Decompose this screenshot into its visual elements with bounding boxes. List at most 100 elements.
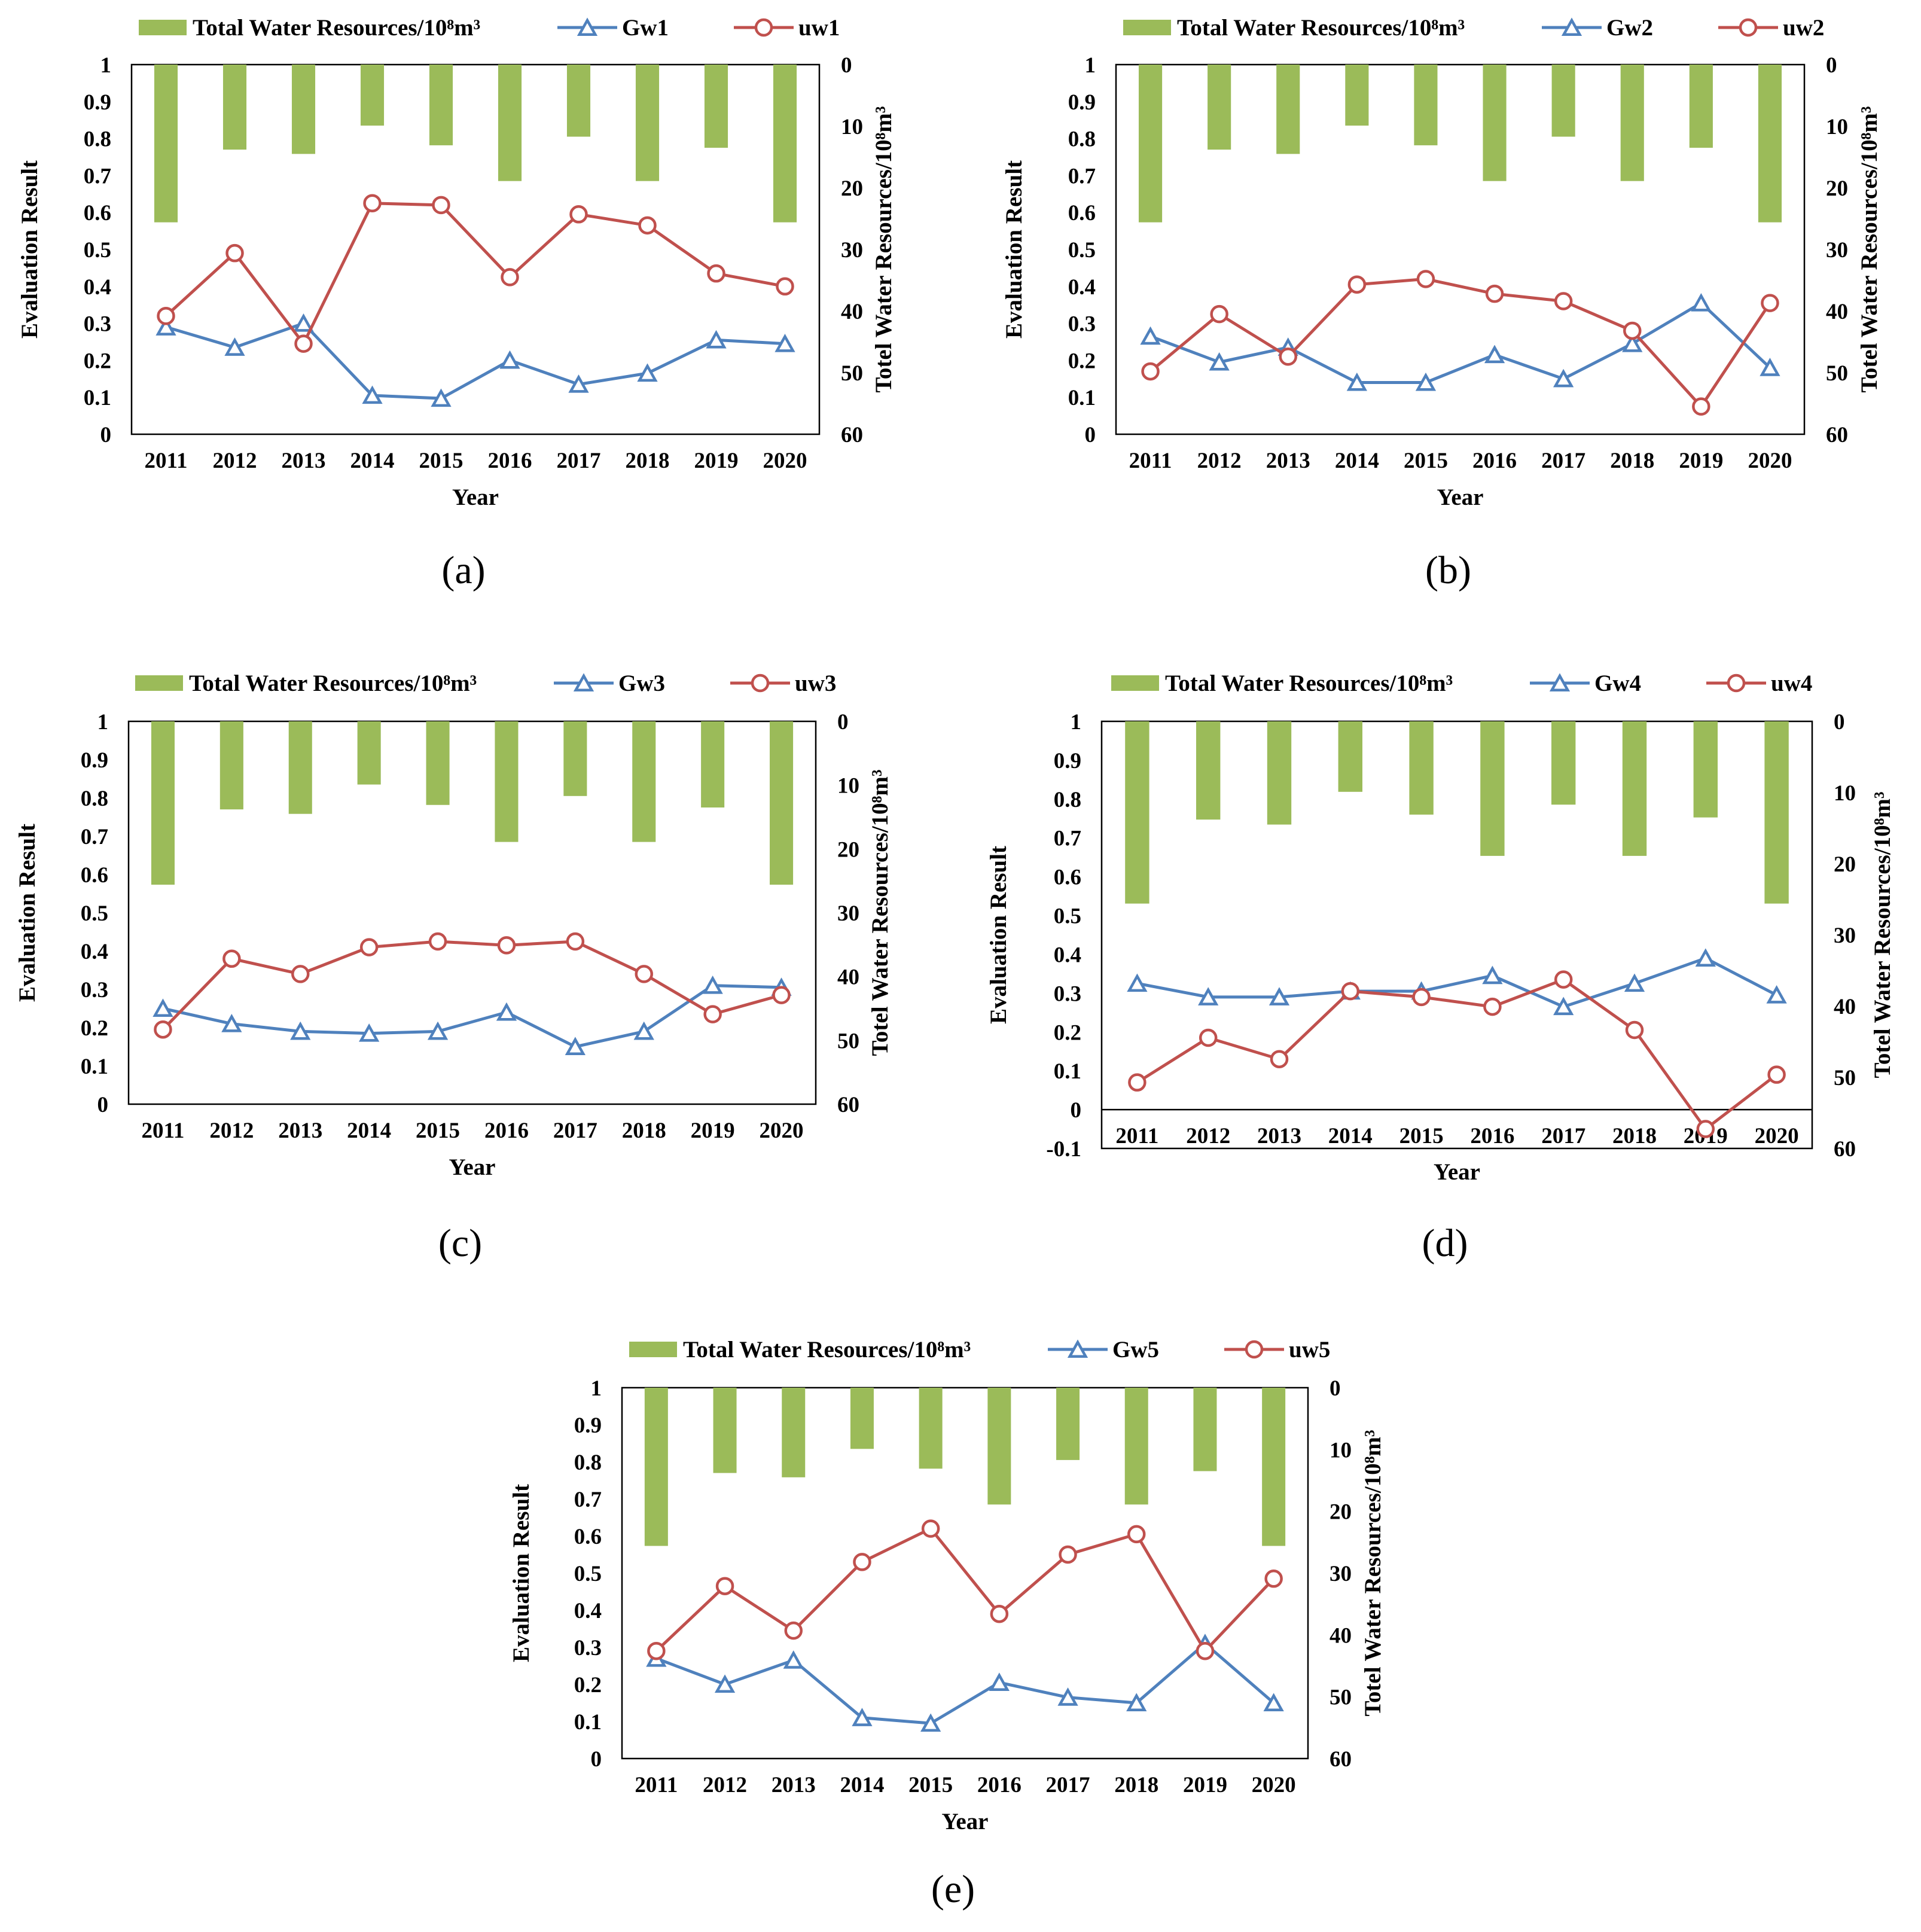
point-Gw5-2020	[1263, 1693, 1284, 1712]
x-tick-label: 2011	[141, 1119, 184, 1143]
bar-2018	[1124, 1388, 1148, 1505]
y-tick-label: 1	[100, 53, 112, 78]
legend: Total Water Resources/10⁸m³ Gw1 uw1	[139, 15, 840, 41]
y2-tick-label: 40	[837, 965, 859, 990]
point-Gw4-2016	[1482, 965, 1503, 985]
legend-uw-marker	[751, 674, 770, 693]
x-tick-label: 2014	[350, 449, 395, 473]
y-tick-label: 0.9	[574, 1413, 602, 1438]
y2-axis-title: Totel Water Resources/10⁸m³	[1870, 791, 1895, 1078]
point-Gw3-2012	[221, 1013, 242, 1032]
x-tick-label: 2017	[1046, 1773, 1090, 1797]
x-tick-label: 2014	[1328, 1124, 1373, 1148]
bar-2014	[360, 65, 385, 126]
point-uw1-2020	[776, 277, 794, 296]
bar-2012	[713, 1388, 737, 1473]
x-tick-label: 2016	[977, 1773, 1022, 1797]
y2-tick-label: 20	[841, 176, 863, 201]
point-uw1-2016	[501, 268, 519, 287]
point-uw5-2013	[784, 1621, 803, 1640]
y-tick-label: 0.8	[1054, 788, 1081, 812]
legend: Total Water Resources/10⁸m³ Gw5 uw5	[629, 1337, 1330, 1363]
y-tick-label: 0.2	[574, 1673, 602, 1698]
legend-uw-marker	[754, 18, 773, 37]
bar-2016	[1483, 65, 1507, 181]
y-tick-label: 0.2	[84, 349, 111, 373]
point-Gw1-2017	[568, 374, 589, 393]
bar-2019	[704, 65, 728, 148]
series-line-uw1	[164, 202, 785, 347]
x-tick-label: 2015	[1399, 1124, 1444, 1148]
y-tick-label: 0.4	[574, 1599, 602, 1623]
point-uw3-2016	[497, 936, 516, 955]
point-uw1-2015	[432, 196, 450, 215]
y2-tick-label: 40	[1826, 300, 1848, 324]
legend-gw-marker	[1067, 1339, 1088, 1358]
bar-2015	[1409, 721, 1434, 815]
y-axis-title: Evaluation Result	[508, 1484, 534, 1662]
x-tick-label: 2014	[840, 1773, 884, 1797]
x-tick-label: 2014	[347, 1119, 391, 1143]
y-tick-label: 0.5	[81, 901, 108, 926]
x-tick-label: 2019	[694, 449, 739, 473]
y-tick-label: 0.9	[81, 748, 108, 773]
point-Gw4-2013	[1269, 987, 1290, 1005]
y-tick-label: 1	[97, 710, 109, 735]
y-tick-label: 0.1	[574, 1710, 602, 1735]
y2-tick-label: 0	[1826, 53, 1837, 78]
panel-letter: (b)	[1425, 548, 1471, 592]
bar-2019	[1689, 65, 1713, 148]
y-tick-label: 0.2	[81, 1016, 108, 1041]
point-uw5-2011	[647, 1641, 666, 1660]
x-tick-label: 2011	[635, 1773, 678, 1797]
bar-2019	[701, 721, 725, 807]
y2-tick-label: 10	[1834, 781, 1856, 806]
bar-2016	[1480, 721, 1505, 856]
x-tick-label: 2017	[553, 1119, 597, 1143]
legend-bar-label: Total Water Resources/10⁸m³	[683, 1337, 971, 1363]
bar-2011	[1138, 65, 1163, 223]
y-tick-label: 0.3	[574, 1636, 602, 1660]
x-axis-title: Year	[942, 1809, 989, 1835]
point-Gw1-2015	[431, 388, 452, 407]
point-uw1-2019	[707, 264, 725, 283]
x-tick-label: 2015	[419, 449, 464, 473]
y2-tick-label: 30	[1834, 924, 1856, 948]
x-tick-label: 2018	[1114, 1773, 1158, 1797]
point-Gw3-2011	[153, 998, 173, 1017]
y-tick-label: 0.5	[1068, 238, 1096, 263]
y-tick-label: 0.4	[1068, 275, 1096, 300]
point-uw1-2014	[363, 194, 382, 212]
y2-tick-label: 10	[841, 115, 863, 139]
point-uw3-2018	[635, 965, 653, 983]
y2-tick-label: 60	[841, 423, 863, 447]
y2-tick-label: 0	[1834, 710, 1845, 735]
point-uw4-2013	[1270, 1050, 1289, 1068]
y-tick-label: 0.2	[1068, 349, 1096, 373]
plot-frame	[1100, 720, 1813, 1150]
x-tick-label: 2011	[1115, 1124, 1158, 1148]
point-Gw5-2015	[920, 1713, 941, 1732]
legend-gw-marker	[573, 673, 594, 692]
bar-2012	[219, 721, 243, 810]
point-uw1-2012	[225, 243, 244, 263]
series-line-Gw5	[655, 1641, 1275, 1725]
point-uw3-2019	[703, 1005, 722, 1023]
legend-uw-label: uw5	[1289, 1337, 1330, 1363]
x-tick-label: 2019	[1679, 449, 1723, 473]
x-tick-label: 2013	[772, 1773, 816, 1797]
series-line-Gw4	[1136, 956, 1777, 1008]
bar-2013	[782, 1388, 806, 1477]
bar-2017	[1551, 721, 1576, 805]
bar-2020	[770, 721, 794, 885]
y-tick-label: 0.8	[84, 127, 111, 152]
x-tick-label: 2012	[703, 1773, 747, 1797]
point-uw5-2018	[1127, 1525, 1146, 1544]
legend-bar-swatch	[1123, 20, 1171, 35]
point-Gw4-2012	[1198, 987, 1219, 1005]
plot-frame	[1115, 63, 1806, 435]
y2-tick-label: 50	[837, 1029, 859, 1053]
plot-frame	[127, 720, 817, 1105]
x-axis-title: Year	[449, 1154, 496, 1180]
panel-letter: (d)	[1422, 1221, 1468, 1265]
